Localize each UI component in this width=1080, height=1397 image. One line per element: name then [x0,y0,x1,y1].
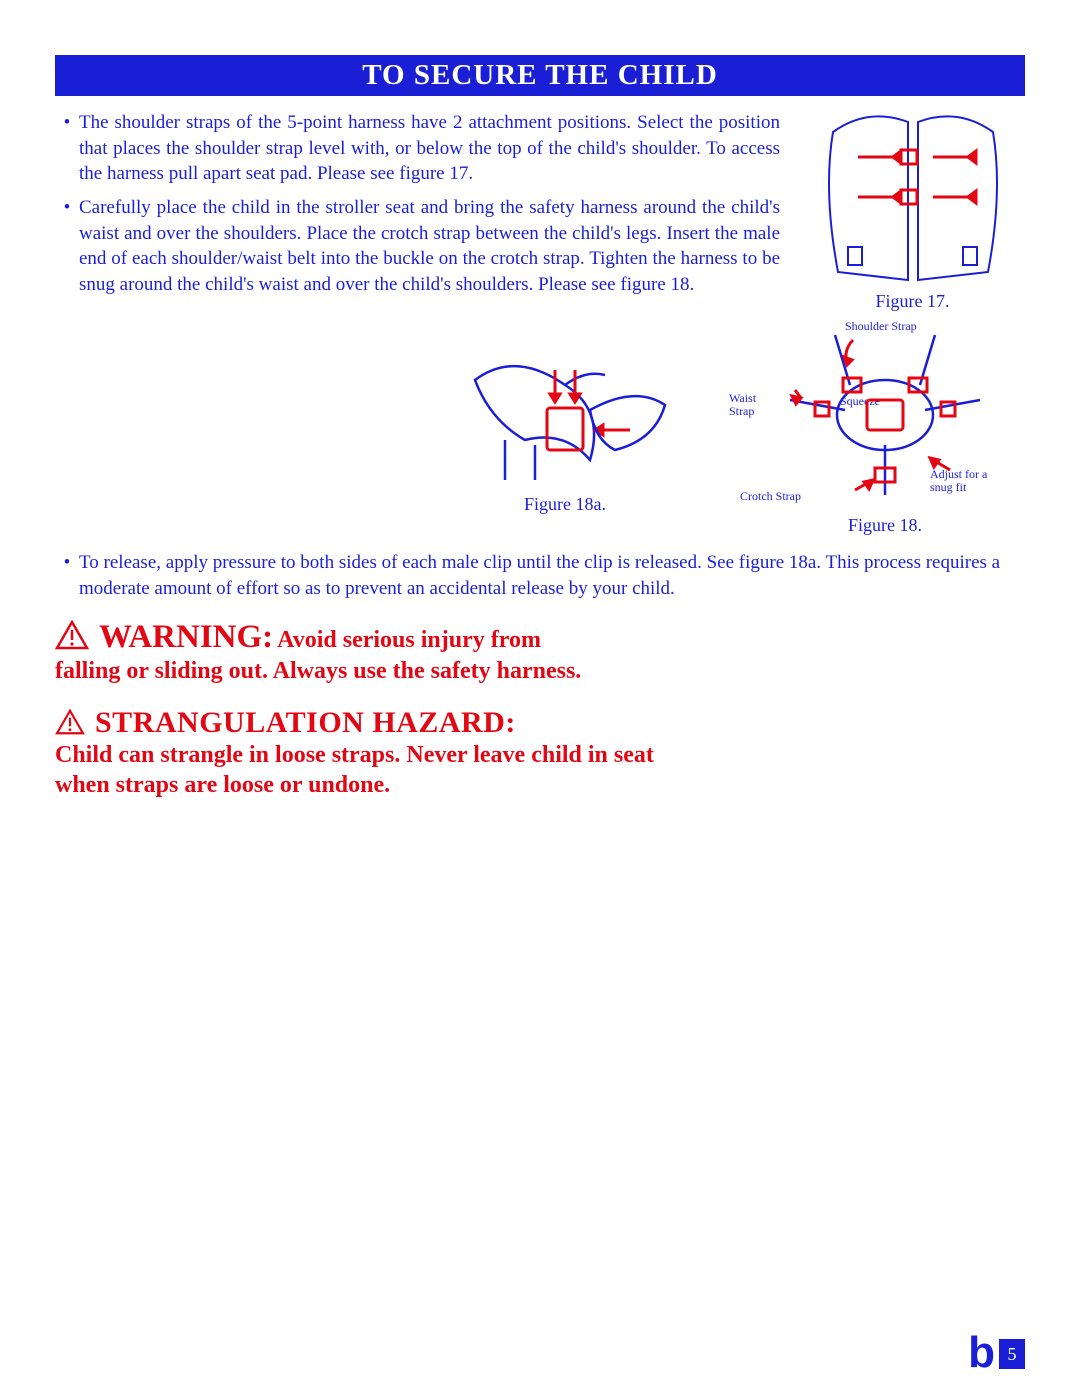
bullet-item: • To release, apply pressure to both sid… [55,550,1025,601]
figure-18a-caption: Figure 18a. [415,494,715,515]
hazard-block: STRANGULATION HAZARD: Child can strangle… [55,706,705,800]
warning-body: falling or sliding out. Always use the s… [55,656,705,686]
brand-logo-icon: b [968,1338,995,1369]
warning-block: WARNING: Avoid serious injury from falli… [55,619,705,686]
bullet-text: The shoulder straps of the 5-point harne… [79,110,780,187]
bullet-item: • The shoulder straps of the 5-point har… [55,110,780,187]
warning-heading-row: WARNING: Avoid serious injury from [55,619,705,656]
figure-18-caption: Figure 18. [735,515,1035,536]
figure-18a-illustration [455,330,675,490]
figure-18a-container: Figure 18a. [415,330,715,536]
hazard-heading-row: STRANGULATION HAZARD: [55,706,705,740]
hazard-title: STRANGULATION HAZARD: [95,706,516,739]
warning-triangle-icon [55,620,89,655]
instruction-text: • The shoulder straps of the 5-point har… [55,102,780,312]
bullet-text: Carefully place the child in the strolle… [79,195,780,298]
warning-title: WARNING: [99,619,273,655]
figure-row: Figure 18a. Shoulder Strap WaistStrap Sq… [55,330,1025,536]
page-footer: b 5 [968,1338,1025,1369]
bullet-text: To release, apply pressure to both sides… [79,550,1025,601]
warning-subtitle: Avoid serious injury from [277,627,541,653]
hazard-body: Child can strangle in loose straps. Neve… [55,740,705,800]
figure-17-container: Figure 17. [800,102,1025,312]
bullet-marker: • [55,195,79,298]
bullet-marker: • [55,550,79,601]
page-number: 5 [999,1339,1025,1369]
bullet-item: • Carefully place the child in the strol… [55,195,780,298]
figure-18-illustration [755,330,1015,505]
figure-17-caption: Figure 17. [800,291,1025,312]
warning-triangle-icon [55,709,85,740]
bullet-marker: • [55,110,79,187]
release-instruction: • To release, apply pressure to both sid… [55,550,1025,601]
label-waist-strap: WaistStrap [729,392,756,418]
figure-17-illustration [813,102,1013,287]
section-header: TO SECURE THE CHILD [55,55,1025,96]
top-section: • The shoulder straps of the 5-point har… [55,102,1025,312]
figure-18-container: Shoulder Strap WaistStrap Squeeze Crotch… [735,330,1035,536]
